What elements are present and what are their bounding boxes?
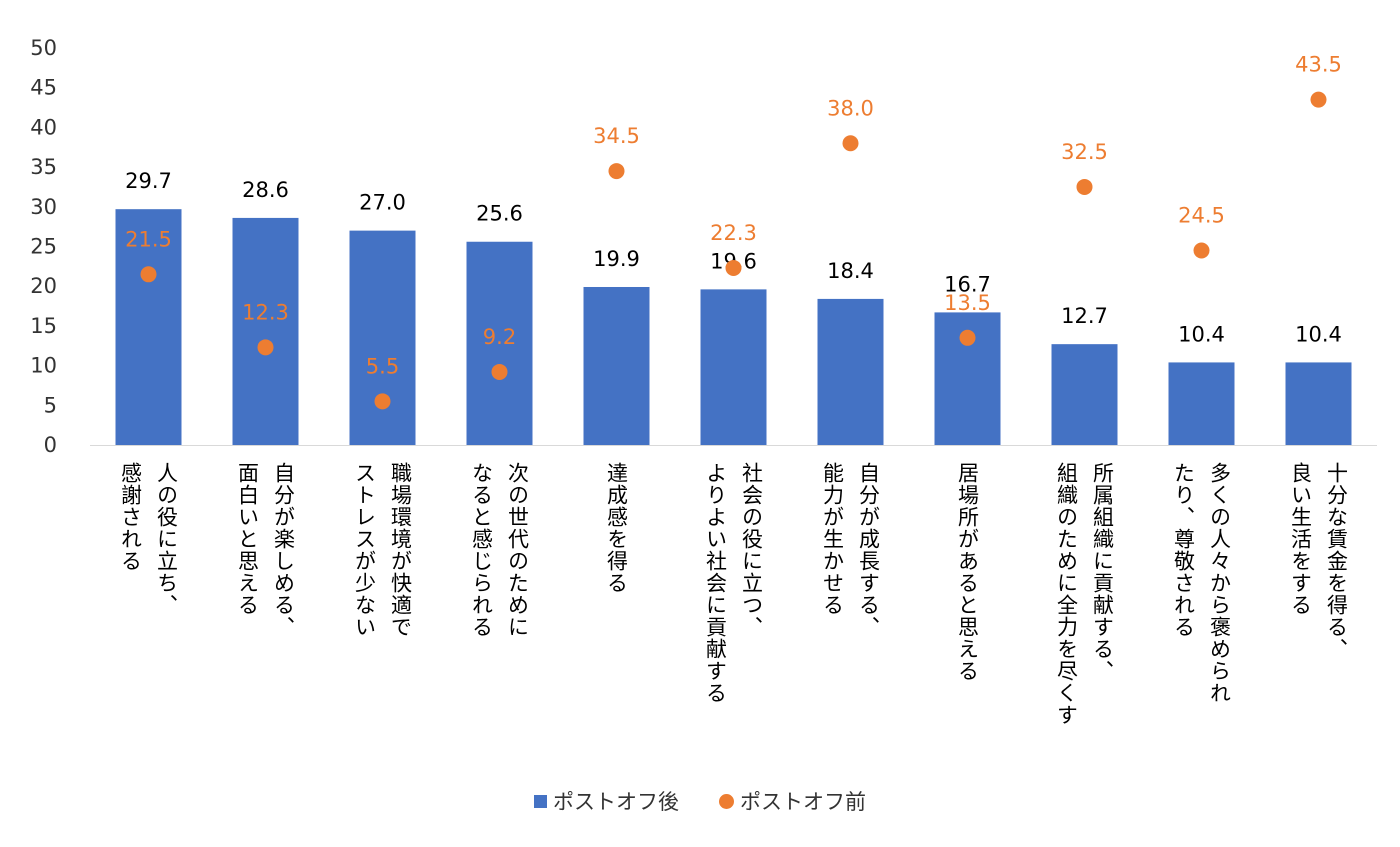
scatter-point <box>257 339 274 356</box>
y-tick-label: 45 <box>30 76 57 100</box>
x-category-label: 次の世代のために なると感じられる <box>469 462 530 638</box>
bar <box>1168 362 1235 445</box>
y-tick-label: 10 <box>30 354 57 378</box>
bar-value-label: 18.4 <box>827 259 874 283</box>
x-category-label: 職場環境が快適で ストレスが少ない <box>352 462 413 638</box>
y-tick-label: 5 <box>44 393 57 417</box>
scatter-point <box>608 163 625 180</box>
x-category-label: 社会の役に立つ、 よりよい社会に貢献する <box>703 462 764 704</box>
y-tick-label: 40 <box>30 115 57 139</box>
x-category-label: 所属組織に貢献する、 組織のために全力を尽くす <box>1054 462 1115 726</box>
point-value-label: 12.3 <box>242 300 289 324</box>
scatter-point <box>140 266 157 283</box>
bar <box>817 298 884 445</box>
bar-value-label: 28.6 <box>242 178 289 202</box>
legend-swatch-after <box>534 794 547 808</box>
x-category-label: 自分が楽しめる、 面白いと思える <box>235 462 296 638</box>
y-tick-label: 50 <box>30 36 57 60</box>
bar <box>1051 344 1118 445</box>
point-value-label: 32.5 <box>1061 140 1108 164</box>
bar <box>1285 362 1352 445</box>
bar-value-label: 19.9 <box>593 247 640 271</box>
legend-item-after: ポストオフ後 <box>534 786 679 816</box>
y-tick-label: 0 <box>44 433 57 457</box>
bar <box>349 230 416 445</box>
x-category-label: 居場所があると思える <box>955 462 980 682</box>
point-value-label: 21.5 <box>125 227 172 251</box>
scatter-point <box>1193 242 1210 259</box>
point-value-label: 5.5 <box>366 354 399 378</box>
y-tick-label: 30 <box>30 195 57 219</box>
scatter-point <box>725 259 742 276</box>
y-tick-label: 15 <box>30 314 57 338</box>
bar <box>700 289 767 445</box>
legend: ポストオフ後 ポストオフ前 <box>0 786 1400 816</box>
bar <box>583 286 650 445</box>
legend-label-after: ポストオフ後 <box>553 790 679 814</box>
legend-item-before: ポストオフ前 <box>719 786 866 816</box>
point-value-label: 43.5 <box>1295 53 1342 77</box>
bar-value-label: 12.7 <box>1061 304 1108 328</box>
x-category-label: 十分な賃金を得る、 良い生活をする <box>1288 462 1349 660</box>
x-category-label: 人の役に立ち、 感謝される <box>118 462 179 616</box>
x-category-label: 達成感を得る <box>604 462 629 594</box>
bar <box>232 217 299 445</box>
scatter-point <box>842 135 859 152</box>
point-value-label: 22.3 <box>710 221 757 245</box>
bar-value-label: 16.7 <box>944 272 991 296</box>
bar <box>466 241 533 445</box>
point-value-label: 34.5 <box>593 124 640 148</box>
bar-value-label: 29.7 <box>125 169 172 193</box>
scatter-point <box>374 393 391 410</box>
bar-value-label: 10.4 <box>1178 322 1225 346</box>
point-value-label: 9.2 <box>483 325 516 349</box>
x-category-label: 自分が成長する、 能力が生かせる <box>820 462 881 638</box>
point-value-label: 38.0 <box>827 96 874 120</box>
bar-value-label: 10.4 <box>1295 322 1342 346</box>
legend-swatch-before <box>719 793 734 809</box>
scatter-point <box>959 329 976 346</box>
x-category-label: 多くの人々から褒められ たり、尊敬される <box>1171 462 1232 704</box>
scatter-point <box>491 363 508 380</box>
bar-value-label: 27.0 <box>359 191 406 215</box>
y-tick-label: 20 <box>30 274 57 298</box>
point-value-label: 24.5 <box>1178 203 1225 227</box>
y-tick-label: 25 <box>30 235 57 259</box>
legend-label-before: ポストオフ前 <box>740 790 866 814</box>
bar <box>115 209 182 445</box>
bar-value-label: 25.6 <box>476 202 523 226</box>
scatter-point <box>1076 178 1093 195</box>
y-tick-label: 35 <box>30 155 57 179</box>
scatter-point <box>1310 91 1327 108</box>
point-value-label: 13.5 <box>944 291 991 315</box>
